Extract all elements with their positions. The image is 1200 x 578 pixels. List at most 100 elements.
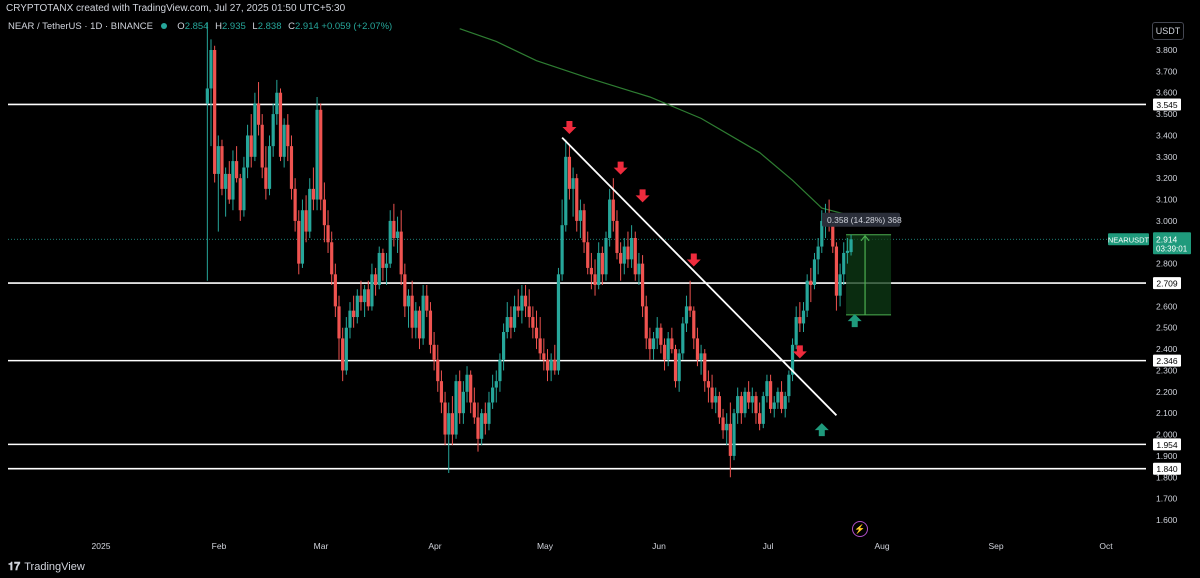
- candle-body[interactable]: [403, 274, 407, 307]
- down-arrow-marker[interactable]: [613, 161, 628, 175]
- candle-body[interactable]: [355, 295, 359, 318]
- candle-body[interactable]: [491, 387, 495, 403]
- candle-body[interactable]: [501, 332, 506, 360]
- candle-body[interactable]: [227, 173, 231, 200]
- candle-body[interactable]: [794, 317, 798, 345]
- candle-body[interactable]: [341, 338, 345, 371]
- candle-body[interactable]: [458, 381, 462, 414]
- candle-body[interactable]: [428, 310, 433, 345]
- candle-body[interactable]: [677, 353, 681, 382]
- candle-body[interactable]: [611, 199, 615, 221]
- candle-body[interactable]: [553, 359, 557, 371]
- trendline[interactable]: [561, 136, 838, 416]
- candle-body[interactable]: [681, 323, 685, 354]
- candle-body[interactable]: [608, 199, 612, 238]
- candle-body[interactable]: [487, 402, 491, 424]
- candle-body[interactable]: [747, 391, 751, 403]
- candle-body[interactable]: [516, 306, 520, 311]
- candle-body[interactable]: [395, 231, 400, 238]
- candle-body[interactable]: [534, 327, 539, 339]
- candle-body[interactable]: [842, 252, 846, 275]
- candle-body[interactable]: [743, 391, 747, 414]
- candle-body[interactable]: [838, 274, 842, 296]
- candle-body[interactable]: [692, 310, 696, 339]
- candle-body[interactable]: [578, 210, 583, 221]
- candle-body[interactable]: [728, 423, 732, 456]
- candle-body[interactable]: [282, 124, 286, 157]
- candle-body[interactable]: [571, 178, 575, 189]
- candle-body[interactable]: [560, 225, 564, 275]
- candle-body[interactable]: [761, 396, 765, 424]
- candle-body[interactable]: [706, 381, 711, 388]
- candle-body[interactable]: [648, 338, 652, 350]
- candle-body[interactable]: [388, 220, 392, 264]
- candle-body[interactable]: [417, 310, 422, 339]
- measurement-box[interactable]: [846, 234, 892, 315]
- candle-body[interactable]: [732, 413, 736, 456]
- candle-body[interactable]: [253, 103, 257, 157]
- candle-body[interactable]: [392, 220, 396, 238]
- candle-body[interactable]: [717, 396, 721, 418]
- candle-body[interactable]: [494, 381, 498, 388]
- candle-body[interactable]: [432, 344, 436, 360]
- candle-body[interactable]: [260, 124, 264, 168]
- candle-body[interactable]: [849, 239, 853, 253]
- candle-body[interactable]: [220, 146, 224, 189]
- candle-body[interactable]: [267, 146, 272, 189]
- candle-body[interactable]: [626, 246, 630, 260]
- candle-body[interactable]: [238, 178, 242, 211]
- candle-body[interactable]: [750, 396, 754, 403]
- lightning-icon[interactable]: ⚡: [852, 521, 868, 537]
- candle-body[interactable]: [812, 259, 817, 285]
- candle-body[interactable]: [465, 374, 469, 392]
- candle-body[interactable]: [809, 280, 813, 285]
- candle-body[interactable]: [414, 310, 418, 328]
- up-arrow-marker[interactable]: [847, 314, 862, 328]
- candle-body[interactable]: [289, 146, 294, 189]
- candle-body[interactable]: [779, 391, 784, 409]
- candle-body[interactable]: [640, 263, 645, 307]
- candle-body[interactable]: [776, 391, 780, 403]
- candle-body[interactable]: [637, 263, 641, 275]
- candle-body[interactable]: [454, 381, 458, 435]
- candle-body[interactable]: [604, 238, 608, 275]
- candle-body[interactable]: [308, 188, 312, 232]
- candle-body[interactable]: [768, 381, 773, 409]
- candle-body[interactable]: [772, 402, 776, 409]
- candle-body[interactable]: [476, 417, 480, 439]
- candle-body[interactable]: [831, 225, 835, 247]
- candle-body[interactable]: [439, 381, 444, 403]
- candle-body[interactable]: [655, 327, 659, 339]
- candle-body[interactable]: [235, 161, 239, 179]
- candle-body[interactable]: [695, 338, 700, 360]
- candle-body[interactable]: [659, 327, 663, 345]
- candle-body[interactable]: [615, 220, 619, 253]
- candle-body[interactable]: [736, 396, 740, 414]
- candle-body[interactable]: [425, 295, 429, 311]
- down-arrow-marker[interactable]: [635, 189, 650, 203]
- candle-body[interactable]: [758, 413, 762, 424]
- candle-body[interactable]: [366, 289, 370, 307]
- candle-body[interactable]: [293, 188, 297, 221]
- candle-body[interactable]: [286, 124, 290, 147]
- candle-body[interactable]: [461, 391, 465, 414]
- candle-body[interactable]: [436, 359, 440, 382]
- candle-body[interactable]: [333, 274, 337, 307]
- candle-body[interactable]: [721, 417, 725, 431]
- currency-button[interactable]: USDT: [1152, 22, 1184, 40]
- candle-body[interactable]: [271, 114, 275, 147]
- up-arrow-marker[interactable]: [814, 423, 829, 437]
- candle-body[interactable]: [304, 210, 308, 232]
- candle-body[interactable]: [264, 167, 268, 189]
- candle-body[interactable]: [710, 387, 714, 403]
- candle-body[interactable]: [213, 50, 217, 174]
- candle-body[interactable]: [410, 295, 414, 328]
- candle-body[interactable]: [688, 306, 692, 311]
- candle-body[interactable]: [582, 210, 586, 243]
- candle-body[interactable]: [703, 353, 707, 382]
- candle-body[interactable]: [297, 220, 301, 264]
- candle-body[interactable]: [311, 188, 316, 200]
- candle-body[interactable]: [275, 92, 279, 115]
- down-arrow-marker[interactable]: [686, 253, 701, 267]
- candle-body[interactable]: [820, 220, 824, 247]
